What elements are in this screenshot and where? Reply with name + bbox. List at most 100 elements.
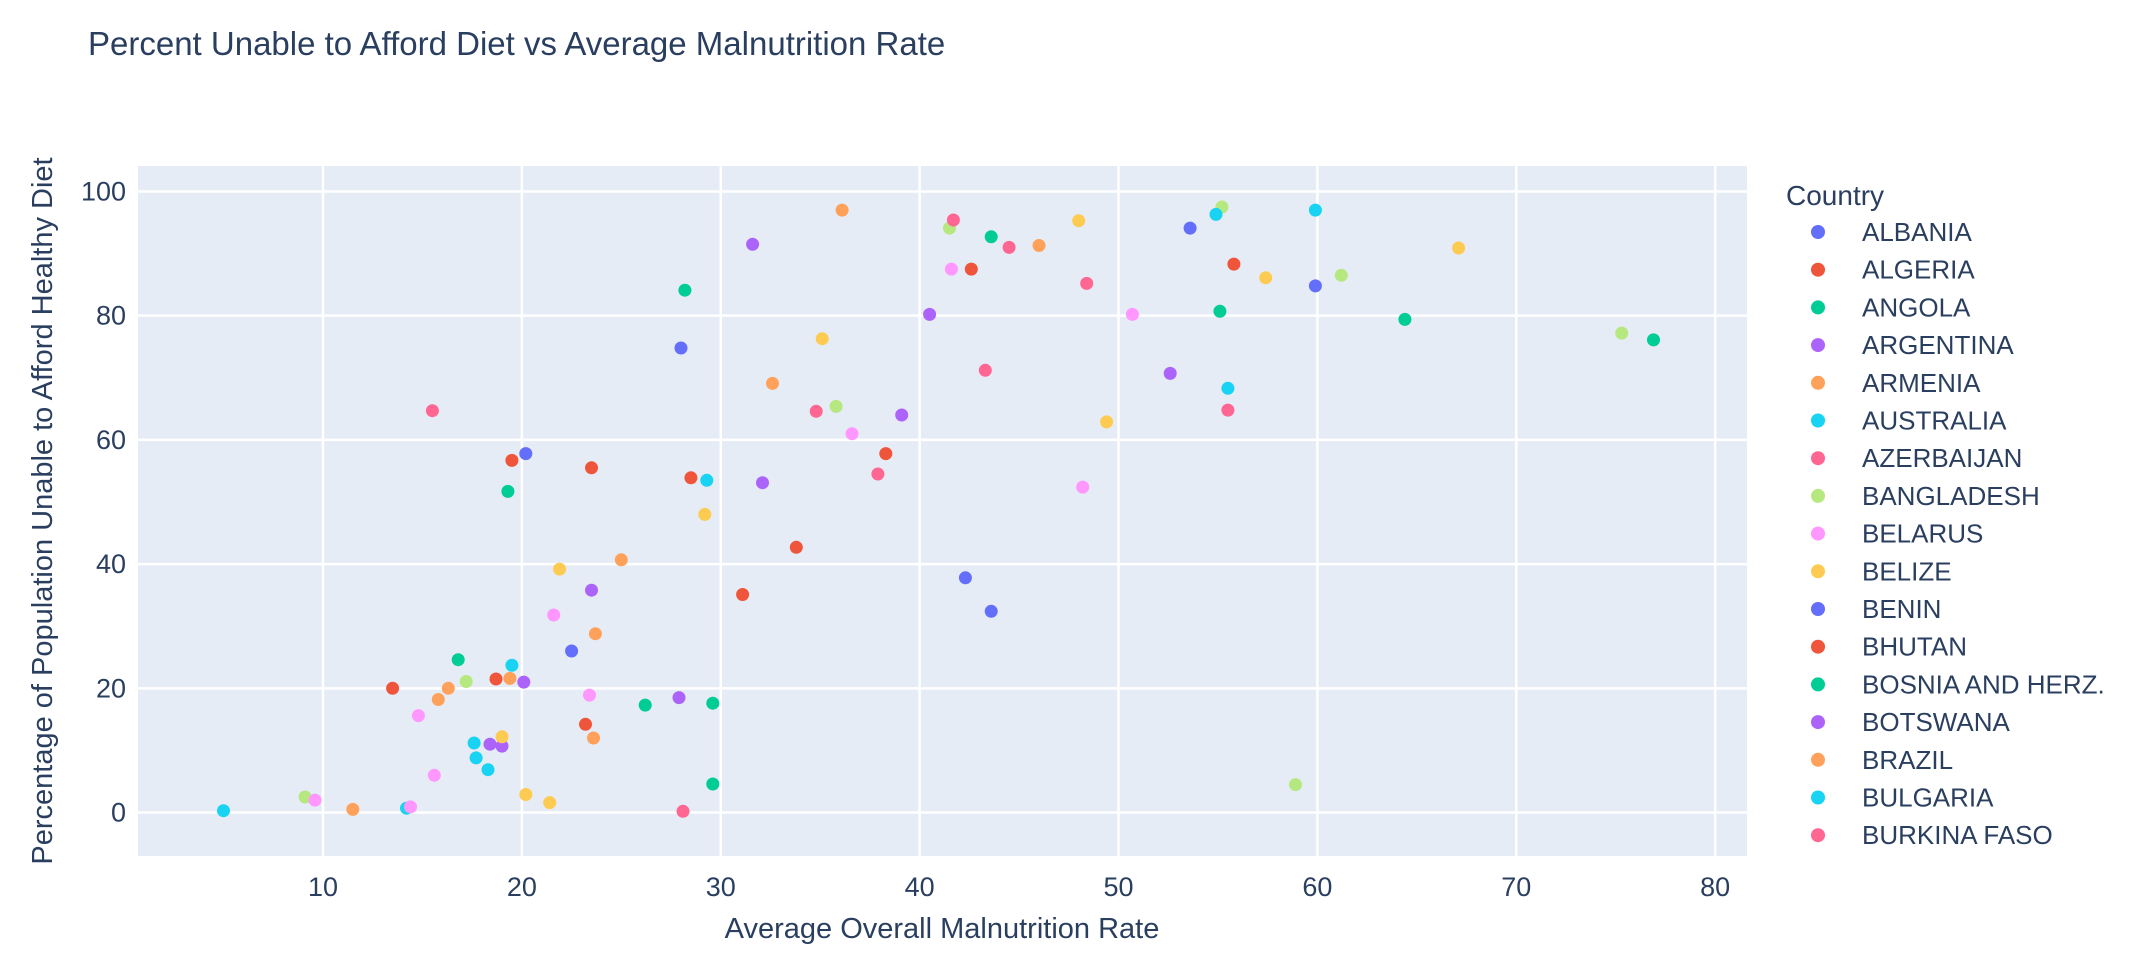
- legend-item-algeria[interactable]: ALGERIA: [1811, 255, 1975, 285]
- scatter-point: [1032, 239, 1046, 252]
- scatter-point: [427, 768, 441, 782]
- legend-item-brazil[interactable]: BRAZIL: [1811, 745, 1953, 775]
- scatter-point: [700, 473, 714, 487]
- scatter-point: [895, 408, 909, 422]
- legend-item-azerbaijan[interactable]: AZERBAIJAN: [1811, 443, 2022, 473]
- legend-label: AZERBAIJAN: [1862, 443, 2022, 473]
- legend-item-belize[interactable]: BELIZE: [1811, 556, 1952, 586]
- legend-item-burkina-faso[interactable]: BURKINA FASO: [1811, 820, 2053, 850]
- scatter-point: [469, 751, 483, 765]
- scatter-point: [879, 447, 893, 461]
- scatter-point: [425, 404, 439, 418]
- scatter-point: [1213, 304, 1227, 318]
- legend-item-belarus[interactable]: BELARUS: [1811, 519, 1983, 549]
- scatter-point: [1615, 326, 1629, 340]
- legend-marker-icon: [1811, 639, 1825, 654]
- scatter-point: [978, 363, 992, 377]
- scatter-point: [984, 230, 998, 244]
- series-algeria: [386, 453, 698, 731]
- legend-label: AUSTRALIA: [1862, 406, 2007, 436]
- y-tick-label: 60: [96, 425, 126, 455]
- scatter-point: [684, 471, 698, 485]
- legend-label: BANGLADESH: [1862, 481, 2040, 511]
- legend-label: BELARUS: [1862, 519, 1983, 549]
- series-azerbaijan: [425, 404, 823, 818]
- scatter-point: [505, 658, 519, 672]
- legend-marker-icon: [1811, 828, 1825, 843]
- x-tick-label: 70: [1501, 872, 1531, 902]
- plot-background-layer: [138, 166, 1747, 856]
- legend-item-bangladesh[interactable]: BANGLADESH: [1811, 481, 2040, 511]
- scatter-point: [1308, 203, 1322, 217]
- legend-label: BULGARIA: [1862, 783, 1994, 813]
- legend-item-bhutan[interactable]: BHUTAN: [1811, 632, 1967, 662]
- series-bulgaria: [700, 203, 1322, 487]
- legend-item-albania[interactable]: ALBANIA: [1811, 217, 1972, 247]
- legend-item-armenia[interactable]: ARMENIA: [1811, 368, 1981, 398]
- scatter-point: [845, 427, 859, 441]
- scatter-point: [706, 777, 720, 791]
- legend-label: BOSNIA AND HERZ.: [1862, 669, 2105, 699]
- legend-marker-icon: [1811, 715, 1825, 730]
- scatter-point: [923, 307, 937, 321]
- legend-marker-icon: [1811, 677, 1825, 692]
- legend-label: ALGERIA: [1862, 255, 1975, 285]
- legend-label: ANGOLA: [1862, 292, 1971, 322]
- scatter-point: [944, 262, 958, 276]
- legend-label: BRAZIL: [1862, 745, 1953, 775]
- scatter-point: [736, 588, 750, 601]
- legend-marker-icon: [1811, 564, 1825, 579]
- legend-item-australia[interactable]: AUSTRALIA: [1811, 406, 2007, 436]
- scatter-points-layer: [217, 200, 1660, 818]
- legend-item-bulgaria[interactable]: BULGARIA: [1811, 783, 1994, 813]
- scatter-point: [1072, 214, 1086, 228]
- legend-marker-icon: [1811, 752, 1825, 767]
- legend-item-botswana[interactable]: BOTSWANA: [1811, 707, 2010, 737]
- series-australia: [217, 658, 519, 818]
- tick-label-layer: 10 20 30 40 50 60 70 80 0 20 40 60 80 100: [81, 176, 1730, 902]
- legend-item-bosnia-and-herz-[interactable]: BOSNIA AND HERZ.: [1811, 669, 2105, 699]
- legend-item-benin[interactable]: BENIN: [1811, 594, 1941, 624]
- scatter-point: [588, 627, 602, 641]
- scatter-point: [1080, 276, 1094, 290]
- x-tick-label: 20: [507, 872, 537, 902]
- legend-marker-icon: [1811, 790, 1825, 805]
- scatter-point: [459, 675, 473, 688]
- legend-marker-icon: [1811, 451, 1825, 466]
- x-tick-label: 80: [1700, 872, 1730, 902]
- scatter-point: [404, 800, 417, 814]
- scatter-point: [503, 671, 517, 685]
- legend-label: ARGENTINA: [1862, 330, 2014, 360]
- scatter-point: [565, 644, 579, 658]
- legend-marker-icon: [1811, 225, 1825, 239]
- legend-label: BOTSWANA: [1862, 707, 2010, 737]
- x-tick-label: 30: [706, 872, 736, 902]
- legend-label: BENIN: [1862, 594, 1941, 624]
- legend-item-angola[interactable]: ANGOLA: [1811, 292, 1971, 322]
- series-benin: [958, 221, 1322, 618]
- legend-marker-icon: [1811, 262, 1825, 277]
- scatter-point: [519, 447, 533, 461]
- series-bosnia-and-herz-: [451, 484, 720, 791]
- scatter-point: [698, 507, 712, 521]
- legend-item-argentina[interactable]: ARGENTINA: [1811, 330, 2014, 360]
- scatter-point: [1289, 778, 1302, 792]
- series-belize: [495, 214, 1466, 810]
- scatter-point: [746, 237, 760, 251]
- scatter-point: [431, 693, 445, 706]
- scatter-point: [756, 476, 769, 490]
- scatter-point: [298, 790, 312, 804]
- scatter-point: [451, 653, 465, 667]
- scatter-point: [638, 698, 652, 712]
- scatter-point: [964, 262, 978, 276]
- scatter-point: [1100, 415, 1114, 429]
- legend-marker-icon: [1811, 602, 1825, 616]
- series-bhutan: [736, 257, 1241, 601]
- scatter-point: [871, 467, 885, 481]
- scatter-point: [386, 681, 400, 695]
- legend-label: BURKINA FASO: [1862, 820, 2053, 850]
- series-albania: [519, 341, 688, 658]
- scatter-point: [481, 763, 495, 777]
